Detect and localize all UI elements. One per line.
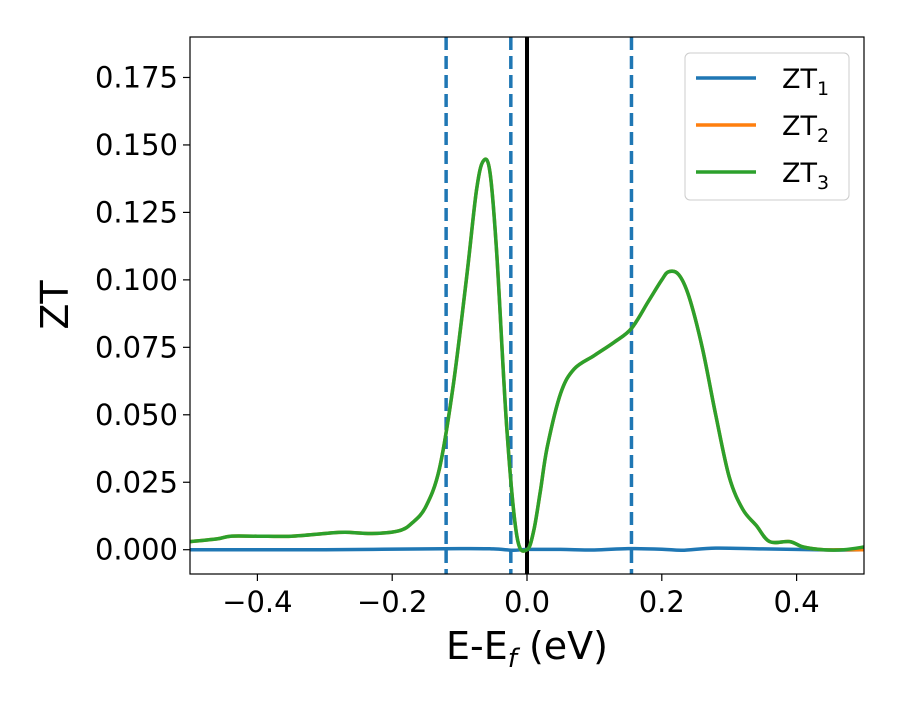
y-axis-title: ZT xyxy=(33,280,77,330)
y-tick-label: 0.050 xyxy=(95,398,178,432)
y-tick-label: 0.150 xyxy=(95,128,178,162)
y-tick-label: 0.000 xyxy=(95,533,178,567)
legend-label-zt3: ZT3 xyxy=(782,158,829,194)
legend-label-zt1: ZT1 xyxy=(782,64,829,100)
x-tick-label: 0.0 xyxy=(504,585,550,619)
x-tick-label: −0.2 xyxy=(357,585,427,619)
series-line-zt3 xyxy=(190,157,864,553)
y-tick-label: 0.025 xyxy=(95,465,178,499)
legend-frame xyxy=(684,52,850,201)
legend-label-zt2: ZT2 xyxy=(782,111,829,147)
x-axis-title-main: E-E xyxy=(446,624,508,668)
legend: ZT1 ZT2 ZT3 xyxy=(684,52,850,201)
y-tick-label: 0.175 xyxy=(95,60,178,94)
x-axis: −0.4 −0.2 0.0 0.2 0.4 xyxy=(222,574,820,619)
y-tick-label: 0.075 xyxy=(95,330,178,364)
series-layer xyxy=(190,157,864,553)
y-tick-label: 0.125 xyxy=(95,195,178,229)
x-axis-title-unit: (eV) xyxy=(517,624,608,668)
series-line-zt1 xyxy=(190,546,864,553)
x-tick-label: 0.2 xyxy=(639,585,685,619)
x-tick-label: −0.4 xyxy=(222,585,292,619)
x-axis-title: E-Ef (eV) xyxy=(446,624,608,674)
x-tick-label: 0.4 xyxy=(774,585,820,619)
y-axis: 0.000 0.025 0.050 0.075 0.100 0.125 0.150 0.175 xyxy=(95,60,190,567)
y-tick-label: 0.100 xyxy=(95,263,178,297)
